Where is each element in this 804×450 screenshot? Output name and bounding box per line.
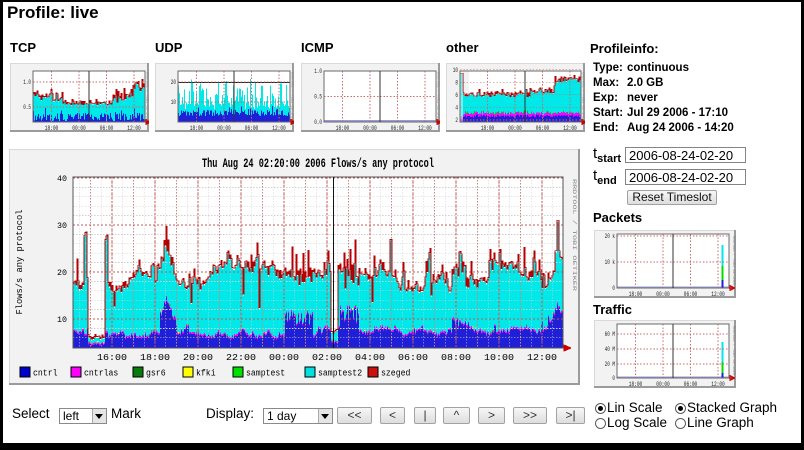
svg-text:20: 20 (171, 79, 176, 86)
svg-text:RRDTOOL / TOBI OETIKER: RRDTOOL / TOBI OETIKER (731, 236, 736, 285)
svg-text:06:00: 06:00 (684, 381, 698, 388)
svg-text:samptest2: samptest2 (318, 369, 362, 379)
svg-text:RRDTOOL / TOBI OETIKER: RRDTOOL / TOBI OETIKER (731, 326, 736, 375)
svg-text:Flows/s any protocol: Flows/s any protocol (15, 210, 25, 315)
svg-text:samptest: samptest (246, 369, 285, 379)
svg-text:18:00: 18:00 (45, 125, 59, 132)
svg-text:22:00: 22:00 (226, 352, 256, 363)
svg-text:0: 0 (612, 285, 615, 292)
svg-text:1.0: 1.0 (314, 68, 322, 75)
svg-text:10: 10 (57, 315, 67, 325)
svg-text:10: 10 (453, 67, 458, 74)
svg-text:16:00: 16:00 (97, 352, 127, 363)
svg-text:00:00: 00:00 (269, 352, 299, 363)
svg-text:0: 0 (612, 375, 615, 382)
svg-text:00:00: 00:00 (217, 125, 231, 132)
svg-text:12:00: 12:00 (711, 381, 725, 388)
svg-text:00:00: 00:00 (508, 125, 522, 132)
svg-text:12:00: 12:00 (127, 125, 141, 132)
svg-text:06:00: 06:00 (245, 125, 259, 132)
svg-text:1.0: 1.0 (23, 79, 31, 86)
svg-text:00:00: 00:00 (72, 125, 86, 132)
svg-text:18:00: 18:00 (481, 125, 495, 132)
svg-text:8: 8 (455, 79, 458, 86)
svg-text:12:00: 12:00 (272, 125, 286, 132)
svg-text:00:00: 00:00 (656, 291, 670, 298)
svg-text:00:00: 00:00 (363, 125, 377, 132)
svg-text:2: 2 (455, 117, 458, 124)
svg-text:10: 10 (171, 99, 176, 106)
svg-text:00:00: 00:00 (656, 381, 670, 388)
svg-text:20: 20 (57, 268, 67, 278)
svg-text:18:00: 18:00 (140, 352, 170, 363)
svg-text:RRDTOOL / TOBI OETIKER: RRDTOOL / TOBI OETIKER (436, 72, 441, 121)
svg-text:RRDTOOL / TOBI OETIKER: RRDTOOL / TOBI OETIKER (571, 179, 577, 291)
svg-text:20 k: 20 k (605, 233, 616, 240)
svg-text:40 M: 40 M (605, 346, 616, 353)
svg-text:12:00: 12:00 (527, 352, 557, 363)
svg-text:RRDTOOL / TOBI OETIKER: RRDTOOL / TOBI OETIKER (290, 72, 295, 121)
svg-text:cntrlas: cntrlas (84, 369, 118, 379)
svg-text:40: 40 (57, 174, 67, 184)
svg-text:60 M: 60 M (605, 331, 616, 338)
svg-text:06:00: 06:00 (536, 125, 550, 132)
svg-text:szeged: szeged (381, 369, 410, 379)
svg-text:0.5: 0.5 (314, 94, 322, 101)
svg-text:0.0: 0.0 (314, 119, 322, 126)
svg-text:cntrl: cntrl (33, 369, 58, 379)
svg-text:30: 30 (57, 221, 67, 231)
svg-text:06:00: 06:00 (684, 291, 698, 298)
svg-text:12:00: 12:00 (711, 291, 725, 298)
svg-text:10:00: 10:00 (484, 352, 514, 363)
svg-text:04:00: 04:00 (355, 352, 385, 363)
svg-text:10 k: 10 k (605, 259, 616, 266)
svg-text:0.5: 0.5 (23, 104, 31, 111)
svg-text:18:00: 18:00 (190, 125, 204, 132)
svg-text:4: 4 (455, 105, 458, 112)
svg-text:18:00: 18:00 (629, 381, 643, 388)
svg-text:RRDTOOL / TOBI OETIKER: RRDTOOL / TOBI OETIKER (581, 72, 586, 121)
svg-text:gsr6: gsr6 (146, 369, 166, 379)
svg-text:02:00: 02:00 (312, 352, 342, 363)
svg-text:18:00: 18:00 (336, 125, 350, 132)
svg-text:12:00: 12:00 (418, 125, 432, 132)
svg-text:06:00: 06:00 (391, 125, 405, 132)
svg-text:20 M: 20 M (605, 361, 616, 368)
svg-text:12:00: 12:00 (563, 125, 577, 132)
svg-text:kfki: kfki (196, 369, 216, 379)
svg-text:06:00: 06:00 (398, 352, 428, 363)
svg-text:06:00: 06:00 (100, 125, 114, 132)
svg-text:Thu Aug 24 02:20:00 2006 Flows: Thu Aug 24 02:20:00 2006 Flows/s any pro… (202, 156, 434, 171)
svg-text:6: 6 (455, 92, 458, 99)
svg-text:18:00: 18:00 (629, 291, 643, 298)
svg-text:08:00: 08:00 (441, 352, 471, 363)
svg-text:20:00: 20:00 (183, 352, 213, 363)
svg-text:RRDTOOL / TOBI OETIKER: RRDTOOL / TOBI OETIKER (145, 72, 150, 121)
